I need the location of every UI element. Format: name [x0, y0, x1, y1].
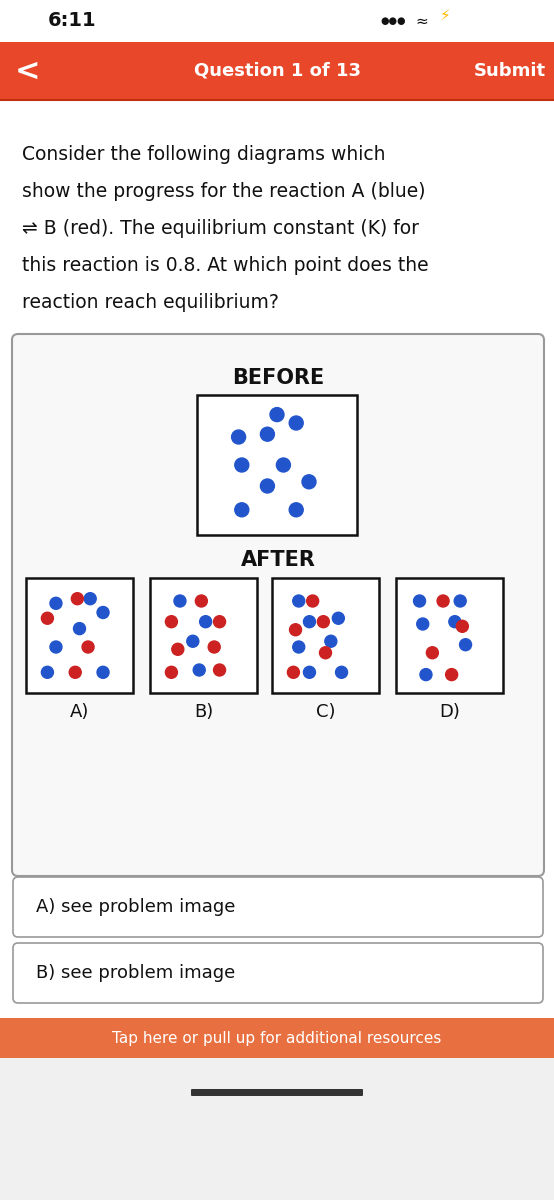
Circle shape	[293, 595, 305, 607]
Circle shape	[449, 616, 461, 628]
Circle shape	[420, 668, 432, 680]
Circle shape	[172, 643, 184, 655]
Circle shape	[437, 595, 449, 607]
Circle shape	[199, 616, 212, 628]
Text: B) see problem image: B) see problem image	[36, 964, 235, 982]
Bar	[26, 578, 133, 692]
Text: B): B)	[194, 703, 213, 721]
Circle shape	[166, 616, 177, 628]
Circle shape	[232, 430, 245, 444]
Circle shape	[413, 595, 425, 607]
Circle shape	[260, 427, 274, 442]
Circle shape	[293, 641, 305, 653]
Text: D): D)	[439, 703, 460, 721]
FancyBboxPatch shape	[13, 943, 543, 1003]
FancyBboxPatch shape	[13, 877, 543, 937]
Circle shape	[288, 666, 299, 678]
Circle shape	[260, 479, 274, 493]
Circle shape	[302, 475, 316, 488]
Circle shape	[42, 612, 53, 624]
Circle shape	[71, 593, 83, 605]
Text: ⇌ B (red). The equilibrium constant (K) for: ⇌ B (red). The equilibrium constant (K) …	[22, 218, 419, 238]
Circle shape	[304, 666, 315, 678]
Circle shape	[235, 458, 249, 472]
Circle shape	[336, 666, 347, 678]
Circle shape	[317, 616, 330, 628]
Bar	[0, 0, 554, 42]
Bar	[197, 395, 357, 535]
Text: Question 1 of 13: Question 1 of 13	[193, 62, 361, 80]
Bar	[0, 42, 554, 100]
Circle shape	[74, 623, 85, 635]
Circle shape	[290, 624, 301, 636]
Bar	[0, 1018, 554, 1058]
Text: reaction reach equilibrium?: reaction reach equilibrium?	[22, 293, 279, 312]
Text: ≈: ≈	[415, 13, 428, 29]
Circle shape	[235, 503, 249, 517]
Text: ●●●: ●●●	[380, 16, 406, 26]
Circle shape	[213, 664, 225, 676]
FancyBboxPatch shape	[191, 1090, 363, 1096]
Circle shape	[166, 666, 177, 678]
Circle shape	[456, 620, 468, 632]
Text: Tap here or pull up for additional resources: Tap here or pull up for additional resou…	[112, 1031, 442, 1045]
Circle shape	[289, 503, 303, 517]
Text: 6:11: 6:11	[48, 12, 96, 30]
Circle shape	[174, 595, 186, 607]
Text: this reaction is 0.8. At which point does the: this reaction is 0.8. At which point doe…	[22, 256, 429, 275]
Text: Consider the following diagrams which: Consider the following diagrams which	[22, 145, 386, 164]
Circle shape	[289, 416, 303, 430]
Circle shape	[270, 408, 284, 421]
Text: ⚡: ⚡	[440, 7, 451, 23]
Bar	[0, 1058, 554, 1200]
Text: A) see problem image: A) see problem image	[36, 898, 235, 916]
Circle shape	[307, 595, 319, 607]
Bar	[272, 578, 379, 692]
Circle shape	[84, 593, 96, 605]
Text: Submit: Submit	[474, 62, 546, 80]
Circle shape	[325, 635, 337, 647]
Text: show the progress for the reaction A (blue): show the progress for the reaction A (bl…	[22, 182, 425, 200]
Circle shape	[213, 616, 225, 628]
Circle shape	[460, 638, 471, 650]
Circle shape	[193, 664, 205, 676]
Circle shape	[427, 647, 438, 659]
Circle shape	[69, 666, 81, 678]
Circle shape	[97, 666, 109, 678]
Circle shape	[187, 635, 199, 647]
Circle shape	[196, 595, 207, 607]
Circle shape	[454, 595, 466, 607]
Circle shape	[332, 612, 345, 624]
Circle shape	[304, 616, 315, 628]
Circle shape	[42, 666, 53, 678]
Circle shape	[82, 641, 94, 653]
Circle shape	[50, 641, 62, 653]
Bar	[396, 578, 503, 692]
Bar	[150, 578, 257, 692]
Circle shape	[445, 668, 458, 680]
Text: <: <	[16, 56, 41, 85]
Circle shape	[417, 618, 429, 630]
Circle shape	[208, 641, 220, 653]
FancyBboxPatch shape	[12, 334, 544, 876]
Circle shape	[320, 647, 331, 659]
Text: AFTER: AFTER	[240, 550, 315, 570]
Text: C): C)	[316, 703, 335, 721]
Circle shape	[276, 458, 290, 472]
Text: A): A)	[70, 703, 89, 721]
Circle shape	[97, 606, 109, 618]
Text: BEFORE: BEFORE	[232, 368, 324, 388]
Circle shape	[50, 598, 62, 610]
